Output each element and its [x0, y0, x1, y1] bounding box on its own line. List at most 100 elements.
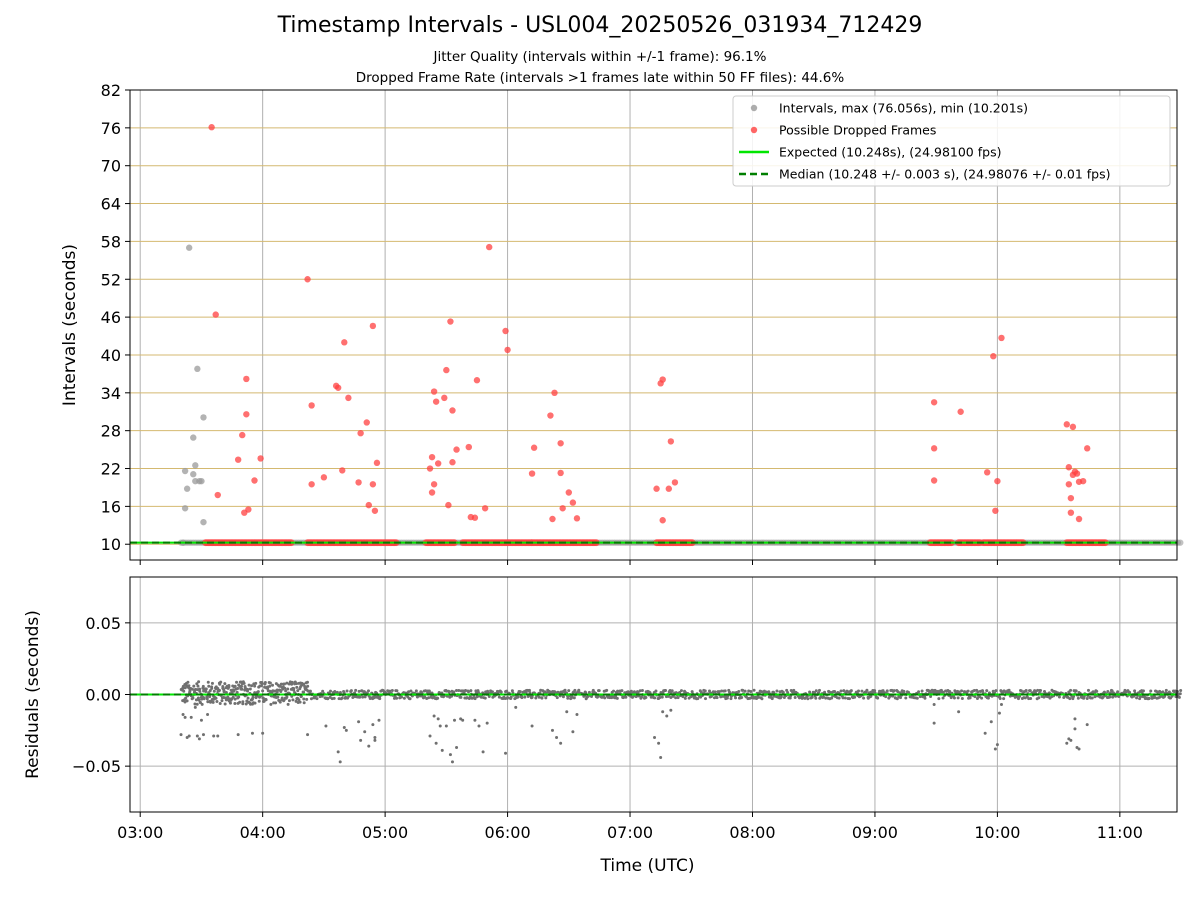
residual-point	[740, 695, 744, 699]
residual-outlier-point	[438, 724, 442, 728]
residual-point	[233, 697, 237, 701]
residual-point	[187, 684, 191, 688]
residual-point	[486, 689, 490, 693]
residual-point	[271, 683, 275, 687]
x-tick-label: 10:00	[974, 823, 1020, 842]
residual-point	[516, 695, 520, 699]
residual-outlier-point	[195, 734, 199, 738]
residual-point	[320, 694, 324, 698]
residual-point	[241, 700, 245, 704]
residual-point	[473, 697, 477, 701]
residual-point	[674, 696, 678, 700]
residual-point	[615, 696, 619, 700]
top-points	[130, 124, 1184, 547]
residual-point	[1024, 688, 1028, 692]
residual-point	[503, 696, 507, 700]
dropped-frame-point	[994, 477, 1001, 485]
residual-point	[308, 689, 312, 693]
residual-point	[981, 689, 985, 693]
residual-point	[283, 686, 287, 690]
dropped-frame-point	[1063, 421, 1070, 428]
residual-point	[994, 689, 998, 693]
residual-point	[717, 690, 721, 694]
residual-point	[332, 696, 336, 700]
residual-point	[264, 698, 268, 702]
residual-point	[895, 697, 899, 701]
residual-point	[814, 689, 818, 693]
top-y-tick-label: 16	[101, 497, 121, 516]
residual-point	[1029, 696, 1033, 700]
residual-outlier-point	[179, 733, 183, 737]
residual-outlier-point	[659, 756, 663, 760]
residual-point	[715, 696, 719, 700]
residual-point	[723, 689, 727, 693]
residual-outlier-point	[1077, 747, 1081, 751]
residual-point	[424, 689, 428, 693]
residual-point	[885, 689, 889, 693]
residual-point	[457, 689, 461, 693]
residual-outlier-point	[477, 724, 481, 728]
residual-point	[452, 690, 456, 694]
dropped-frame-point	[667, 438, 675, 445]
residual-outlier-point	[199, 718, 203, 722]
residual-point	[566, 696, 570, 700]
dropped-frame-point	[212, 311, 219, 318]
residual-point	[654, 689, 658, 693]
residual-point	[616, 689, 620, 693]
dropped-frame-point	[671, 479, 679, 486]
dropped-frame-point	[930, 445, 938, 452]
x-tick-label: 04:00	[240, 823, 286, 842]
dropped-frame-point	[428, 489, 436, 496]
residual-point	[279, 682, 283, 686]
residual-point	[246, 696, 250, 700]
x-tick-label: 06:00	[485, 823, 531, 842]
residual-point	[1007, 688, 1011, 692]
residual-point	[395, 689, 399, 693]
residual-point	[824, 696, 828, 700]
residual-point	[286, 702, 290, 706]
residual-point	[338, 691, 342, 695]
residual-point	[960, 697, 964, 701]
residual-point	[629, 689, 633, 693]
residual-outlier-point	[514, 705, 518, 709]
residual-point	[261, 696, 265, 700]
residual-point	[302, 701, 306, 705]
residual-point	[427, 696, 431, 700]
residual-point	[505, 689, 509, 693]
residual-point	[196, 684, 200, 688]
residual-point	[240, 687, 244, 691]
residual-point	[292, 688, 296, 692]
residual-point	[208, 689, 212, 693]
residual-outlier-point	[450, 760, 454, 764]
residual-outlier-point	[997, 711, 1001, 715]
top-axes-frame	[129, 89, 1178, 561]
residual-point	[202, 697, 206, 701]
residual-point	[1086, 688, 1090, 692]
residual-point	[788, 696, 792, 700]
residual-outlier-point	[187, 734, 191, 738]
residual-point	[703, 697, 707, 701]
dropped-frame-point	[371, 507, 379, 514]
dropped-frame-point	[445, 501, 452, 509]
residual-outlier-point	[555, 735, 559, 739]
residual-point	[658, 695, 662, 699]
residual-point	[200, 702, 204, 706]
residual-point	[447, 690, 451, 694]
residual-outlier-point	[1069, 738, 1073, 742]
residual-point	[279, 689, 283, 693]
residual-point	[1108, 695, 1112, 699]
residual-point	[899, 696, 903, 700]
residual-point	[779, 695, 783, 699]
interval-point	[200, 414, 207, 421]
residual-outlier-point	[444, 724, 448, 728]
residual-point	[624, 695, 628, 699]
residual-outlier-point	[363, 730, 367, 734]
chart-subtitle-dropped: Dropped Frame Rate (intervals >1 frames …	[355, 70, 845, 86]
residual-point	[781, 690, 785, 694]
residual-point	[876, 696, 880, 700]
residual-outlier-point	[367, 744, 371, 748]
residual-point	[253, 684, 257, 688]
residual-point	[388, 689, 392, 693]
residual-point	[224, 690, 228, 694]
